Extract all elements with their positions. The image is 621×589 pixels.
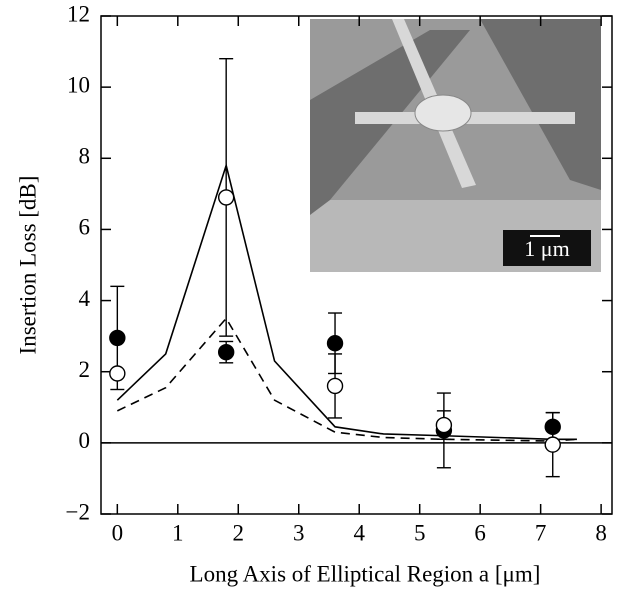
x-tick-label: 4 (353, 520, 365, 545)
marker (109, 329, 126, 347)
marker (109, 365, 126, 382)
marker (326, 377, 344, 395)
x-tick-label: 3 (293, 520, 305, 545)
y-tick-label: 2 (79, 357, 91, 382)
y-tick-label: 4 (79, 286, 91, 311)
y-tick-label: 12 (67, 1, 90, 26)
x-tick-label: 1 (172, 520, 184, 545)
inset-image: 1 μm (310, 19, 601, 272)
marker (326, 335, 344, 352)
x-tick-label: 5 (414, 520, 426, 545)
y-tick-label: 10 (67, 72, 90, 97)
y-tick-label: 6 (79, 215, 91, 240)
marker (217, 343, 235, 361)
x-tick-label: 7 (535, 520, 547, 545)
y-tick-label: 0 (79, 428, 91, 453)
inset-ellipse (414, 94, 472, 132)
x-tick-label: 0 (112, 520, 124, 545)
marker (544, 418, 561, 436)
marker (435, 416, 453, 434)
x-tick-label: 6 (474, 520, 486, 545)
x-axis-label: Long Axis of Elliptical Region a [μm] (190, 561, 541, 586)
y-tick-label: 8 (79, 144, 91, 169)
plot-frame (100, 15, 613, 515)
inset-electrode (480, 19, 601, 190)
marker (217, 189, 235, 206)
x-tick-label: 2 (233, 520, 245, 545)
y-axis-label: Insertion Loss [dB] (15, 176, 40, 355)
y-tick-label: −2 (66, 499, 90, 524)
marker (544, 436, 561, 453)
x-tick-label: 8 (595, 520, 607, 545)
inset-label: 1 μm (524, 236, 569, 261)
curve (116, 316, 577, 442)
curve (116, 162, 577, 441)
